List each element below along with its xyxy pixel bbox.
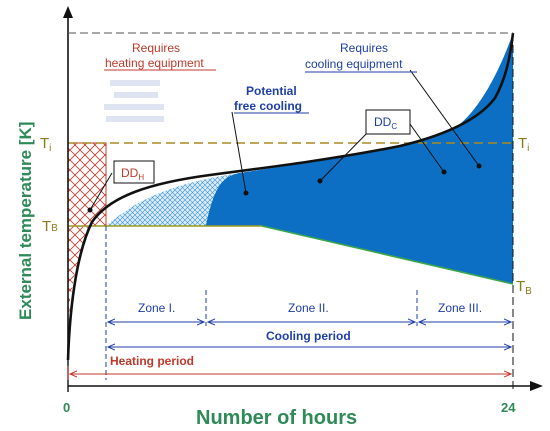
cooling-core-area [206, 144, 513, 284]
svg-text:Ti: Ti [40, 135, 51, 154]
zone-3-label: Zone III. [438, 301, 482, 315]
leader-free-cooling [231, 111, 247, 194]
ti-right-sub: i [527, 143, 529, 154]
cooling-equipment-line1: Requires [340, 41, 388, 55]
free-cooling-line2: free cooling [234, 99, 302, 113]
leader-ddh [89, 172, 113, 211]
ti-left-sub: i [49, 143, 51, 154]
heating-equipment-line2: heating equipment [105, 56, 204, 70]
svg-text:Ti: Ti [518, 135, 529, 154]
leader-cooling-equipment [409, 69, 480, 167]
cooling-equipment-line2: cooling equipment [305, 57, 403, 71]
ddh-box [113, 160, 155, 184]
ghost-text [104, 80, 164, 122]
x-tick-end: 24 [501, 400, 516, 415]
leader-ddc [319, 127, 373, 182]
cooling-period-label: Cooling period [266, 329, 351, 343]
svg-text:DDH: DDH [121, 166, 144, 182]
tb-left-sub: B [51, 223, 58, 234]
ddh-subscript: H [138, 173, 144, 182]
heating-equipment-line1: Requires [132, 41, 180, 55]
x-axis-label: Number of hours [196, 407, 357, 429]
svg-text:TB: TB [42, 218, 58, 235]
tb-right-label: T [516, 278, 525, 295]
tb-right-sub: B [525, 286, 532, 297]
zone-1-label: Zone I. [138, 301, 175, 315]
y-axis-arrow-icon [63, 6, 73, 18]
ti-right-label: T [518, 135, 527, 152]
leader-ddc-2 [409, 123, 445, 173]
ddc-box [365, 109, 411, 135]
leader-dot [87, 207, 93, 213]
ddh-label: DD [121, 166, 139, 180]
tb-left-label: T [42, 218, 51, 235]
svg-text:DDC: DDC [374, 115, 397, 131]
x-axis-arrow-icon [530, 381, 543, 391]
leader-dot [317, 178, 323, 184]
free-cooling-line1: Potential [246, 84, 297, 98]
ddc-subscript: C [391, 122, 397, 131]
tb-descending-line [261, 225, 514, 285]
svg-text:TB: TB [516, 278, 532, 297]
heating-degree-days-area [68, 143, 106, 360]
heating-period-label: Heating period [110, 354, 194, 368]
y-axis-label: External temperature [K] [16, 122, 35, 320]
ddc-label: DD [374, 115, 392, 129]
leader-dot [476, 163, 482, 169]
leader-dot [243, 190, 249, 196]
ti-left-label: T [40, 135, 49, 152]
leader-dot [441, 169, 447, 175]
temperature-curve [66, 32, 515, 361]
x-tick-start: 0 [63, 400, 70, 415]
zone-2-label: Zone II. [288, 301, 329, 315]
